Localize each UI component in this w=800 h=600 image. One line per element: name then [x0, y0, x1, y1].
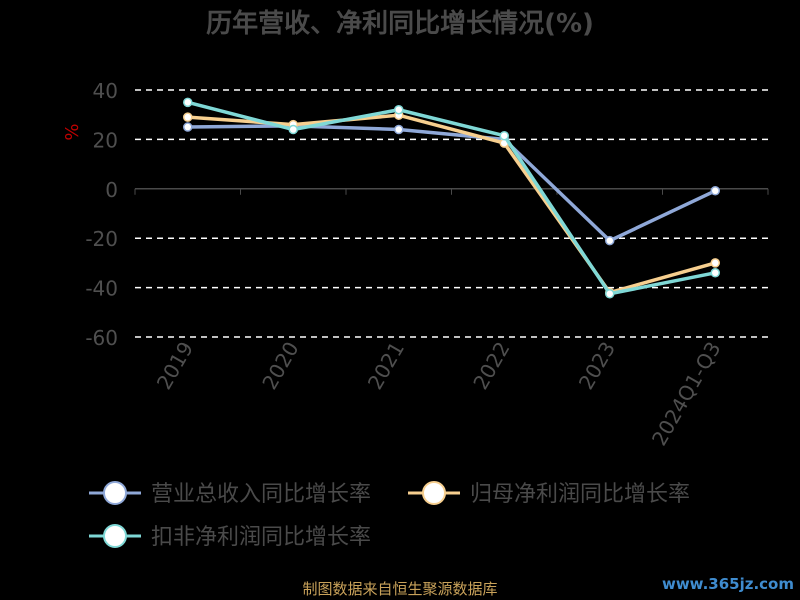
series-lines: [183, 97, 720, 299]
data-point: [605, 235, 615, 246]
x-tick-label: 2020: [257, 338, 303, 394]
y-axis-label: %: [62, 123, 83, 140]
data-point: [183, 97, 193, 108]
legend-label: 归母净利润同比增长率: [470, 482, 690, 507]
legend-label: 扣非净利润同比增长率: [151, 525, 371, 550]
data-point: [394, 124, 404, 135]
data-point: [710, 258, 720, 268]
x-tick-label: 2019: [152, 338, 198, 394]
y-tick-label: 0: [105, 178, 118, 202]
data-point: [183, 112, 193, 122]
y-tick-label: -60: [85, 326, 118, 350]
y-tick-label: 20: [93, 128, 118, 152]
y-tick-label: -20: [85, 227, 118, 251]
data-point: [288, 124, 298, 135]
series-line: [187, 113, 716, 295]
x-tick-label: 2022: [468, 338, 514, 394]
data-point: [605, 289, 615, 299]
data-point: [710, 186, 720, 196]
legend-label: 营业总收入同比增长率: [151, 482, 371, 507]
x-tick-label: 2023: [574, 338, 620, 394]
source-note: 制图数据来自恒生聚源数据库: [302, 580, 498, 598]
axes: 40 20 0 -20 -40 -60 2019 2020 2021 2022 2023 2024Q1…: [85, 79, 769, 450]
series-line: [187, 124, 716, 243]
series-line: [187, 100, 716, 296]
data-point: [183, 122, 193, 132]
y-tick-label: 40: [93, 79, 118, 103]
data-point: [710, 268, 720, 278]
x-tick-label: 2021: [363, 338, 409, 394]
watermark: www.365jz.com: [661, 575, 794, 593]
chart-title: 历年营收、净利同比增长情况(%): [206, 8, 594, 39]
legend-marker: [422, 481, 446, 505]
legend-marker: [103, 481, 127, 505]
legend-marker: [103, 524, 127, 548]
data-point: [499, 130, 509, 141]
x-tick-label: 2024Q1-Q3: [647, 338, 726, 450]
data-point: [394, 105, 404, 115]
y-tick-label: -40: [85, 277, 118, 301]
